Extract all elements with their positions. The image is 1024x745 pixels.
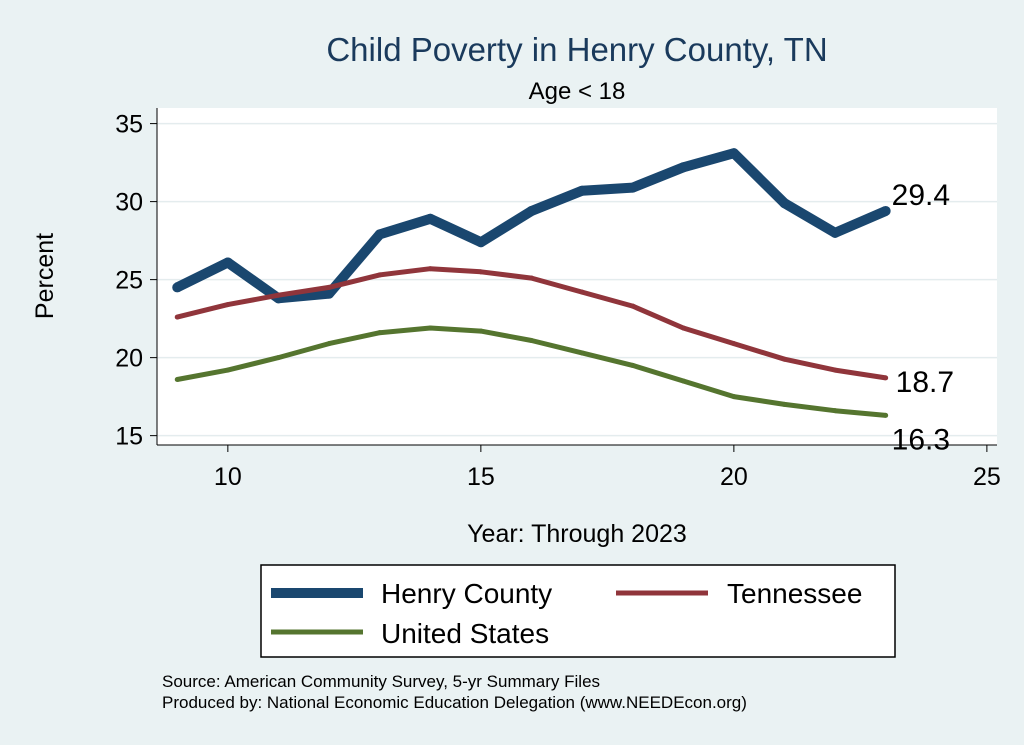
point-united-states-13	[377, 330, 383, 336]
point-united-states-11	[275, 355, 281, 361]
point-tennessee-13	[377, 272, 383, 278]
point-henry-county-12	[324, 288, 335, 299]
point-united-states-22	[832, 408, 838, 414]
x-tick-label-20: 20	[720, 463, 748, 491]
end-labels: 29.4 18.7 16.3	[892, 179, 954, 456]
y-tick-label-25: 25	[115, 267, 143, 295]
point-united-states-20	[731, 394, 737, 400]
point-henry-county-20	[728, 148, 739, 159]
point-henry-county-15	[475, 237, 486, 248]
legend-label-united-states: United States	[381, 618, 549, 649]
point-henry-county-18	[627, 182, 638, 193]
gridlines	[157, 122, 997, 437]
source-line-1: Source: American Community Survey, 5-yr …	[162, 672, 600, 691]
point-united-states-15	[478, 328, 484, 334]
chart-title: Child Poverty in Henry County, TN	[326, 31, 827, 68]
point-henry-county-21	[779, 198, 790, 209]
point-tennessee-17	[579, 289, 585, 295]
x-tick-label-10: 10	[214, 463, 242, 491]
legend-label-henry-county: Henry County	[381, 578, 552, 609]
y-tick-label-20: 20	[115, 345, 143, 373]
point-henry-county-22	[830, 227, 841, 238]
point-henry-county-23	[880, 205, 891, 216]
point-tennessee-22	[832, 367, 838, 373]
point-united-states-17	[579, 350, 585, 356]
end-label-henry-county: 29.4	[892, 179, 950, 212]
point-tennessee-12	[326, 284, 332, 290]
point-henry-county-9	[172, 282, 183, 293]
x-axis-ticks: 10 15 20 25	[214, 445, 1001, 491]
point-tennessee-10	[225, 302, 231, 308]
legend	[260, 564, 896, 658]
y-tick-label-30: 30	[115, 189, 143, 217]
point-tennessee-20	[731, 341, 737, 347]
point-tennessee-18	[630, 303, 636, 309]
chart-subtitle: Age < 18	[529, 78, 626, 105]
point-united-states-10	[225, 367, 231, 373]
point-henry-county-10	[222, 257, 233, 268]
point-tennessee-19	[680, 325, 686, 331]
point-henry-county-14	[425, 213, 436, 224]
x-tick-label-25: 25	[973, 463, 1001, 491]
point-united-states-21	[781, 401, 787, 407]
point-united-states-9	[174, 376, 180, 382]
point-united-states-16	[528, 337, 534, 343]
end-label-united-states: 16.3	[892, 423, 950, 456]
point-tennessee-14	[427, 266, 433, 272]
point-united-states-12	[326, 341, 332, 347]
point-united-states-23	[883, 412, 889, 418]
x-axis-title: Year: Through 2023	[467, 520, 687, 548]
x-tick-label-15: 15	[467, 463, 495, 491]
point-tennessee-9	[174, 314, 180, 320]
point-united-states-19	[680, 378, 686, 384]
y-tick-label-15: 15	[115, 423, 143, 451]
y-tick-label-35: 35	[115, 111, 143, 139]
point-tennessee-23	[883, 375, 889, 381]
point-tennessee-21	[781, 356, 787, 362]
point-henry-county-13	[374, 229, 385, 240]
source-line-2: Produced by: National Economic Education…	[162, 693, 747, 712]
point-henry-county-19	[678, 162, 689, 173]
legend-label-tennessee: Tennessee	[727, 578, 862, 609]
y-axis-title: Percent	[31, 233, 59, 319]
point-united-states-14	[427, 325, 433, 331]
point-tennessee-11	[275, 292, 281, 298]
series-lines	[172, 148, 891, 418]
point-henry-county-16	[526, 205, 537, 216]
plot-area	[157, 108, 997, 445]
y-axis-ticks: 15 20 25 30 35	[115, 111, 157, 451]
point-henry-county-17	[577, 185, 588, 196]
point-united-states-18	[630, 362, 636, 368]
point-tennessee-16	[528, 275, 534, 281]
end-label-tennessee: 18.7	[896, 366, 954, 399]
point-tennessee-15	[478, 269, 484, 275]
